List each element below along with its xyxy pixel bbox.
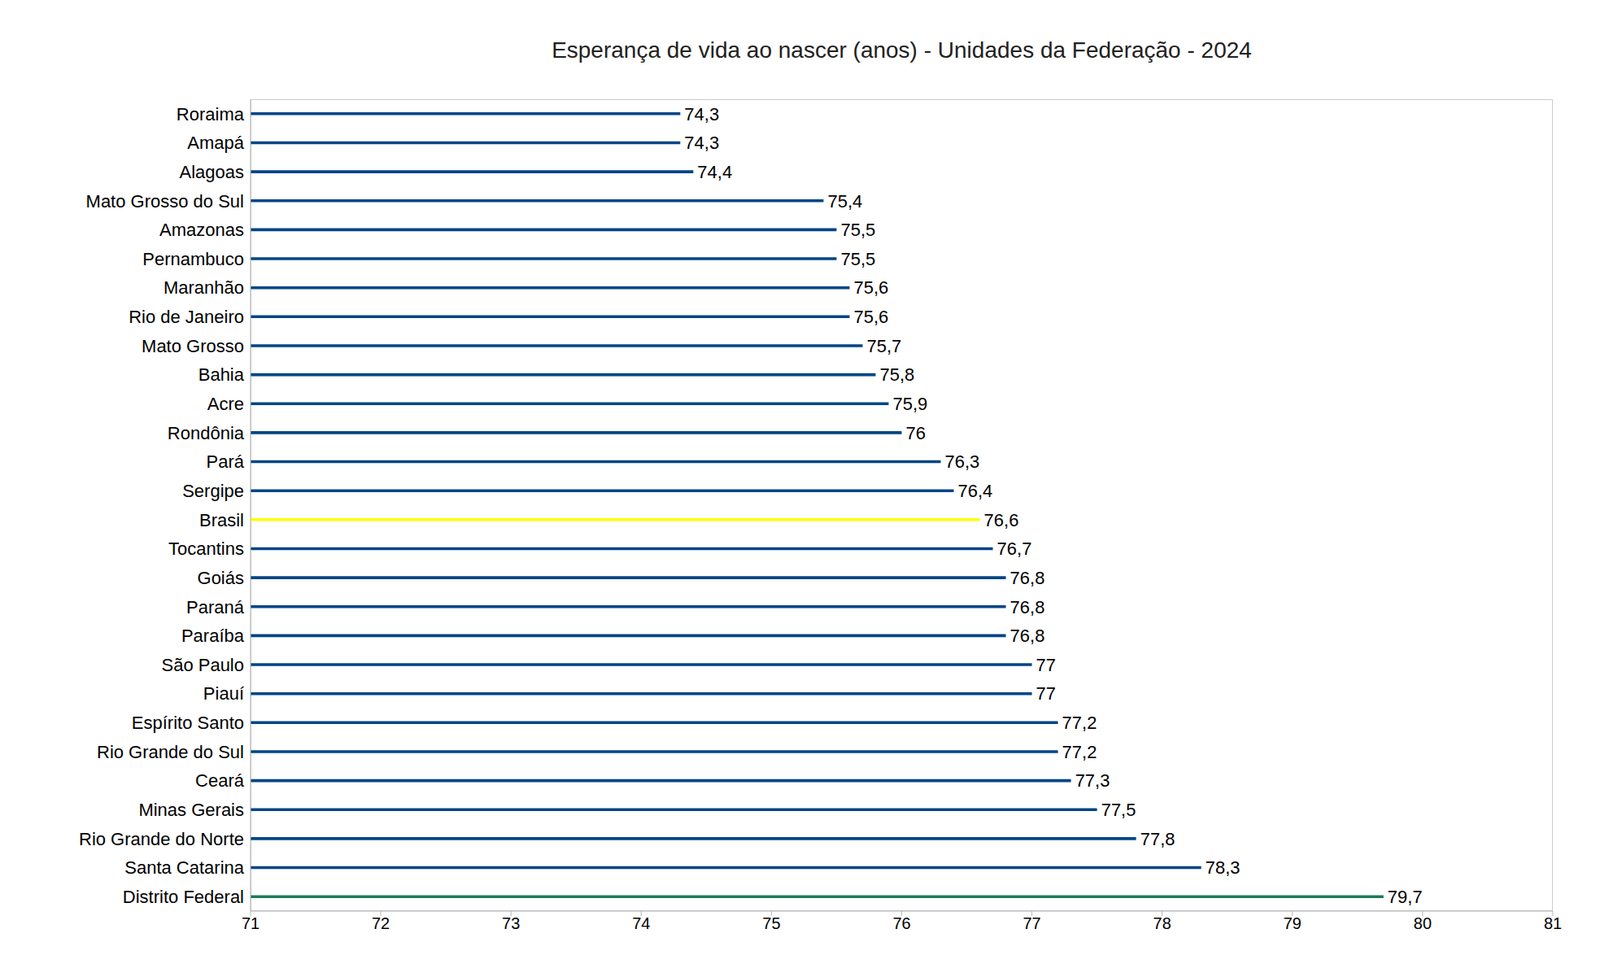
svg-text:73: 73	[501, 914, 520, 933]
svg-text:Paraná: Paraná	[186, 597, 245, 618]
svg-text:Acre: Acre	[207, 393, 245, 415]
svg-text:76: 76	[906, 422, 926, 444]
svg-text:75,5: 75,5	[840, 219, 876, 240]
svg-text:Rondônia: Rondônia	[167, 422, 245, 444]
svg-text:77: 77	[1036, 683, 1056, 704]
svg-text:76,3: 76,3	[945, 451, 981, 472]
svg-text:Amapá: Amapá	[187, 132, 245, 153]
svg-text:79,7: 79,7	[1387, 886, 1423, 907]
svg-text:72: 72	[371, 914, 390, 933]
svg-text:77,5: 77,5	[1101, 799, 1137, 820]
svg-text:Paraíba: Paraíba	[181, 625, 245, 646]
svg-text:74,3: 74,3	[684, 132, 720, 153]
svg-text:81: 81	[1543, 914, 1562, 933]
svg-text:77,3: 77,3	[1075, 770, 1111, 791]
svg-text:77: 77	[1036, 654, 1056, 676]
html-text:Esperança de vida ao nascer (a: Esperança de vida ao nascer (anos) - Uni…	[551, 37, 1252, 63]
svg-text:78: 78	[1153, 914, 1172, 933]
svg-text:74: 74	[632, 914, 650, 933]
svg-text:79: 79	[1283, 914, 1302, 933]
svg-text:76,8: 76,8	[1010, 567, 1046, 589]
svg-text:Tocantins: Tocantins	[168, 538, 245, 559]
svg-text:Santa Catarina: Santa Catarina	[124, 857, 245, 878]
svg-text:78,3: 78,3	[1205, 857, 1241, 878]
svg-text:77,8: 77,8	[1140, 828, 1176, 850]
svg-text:75,7: 75,7	[866, 335, 902, 357]
svg-text:Mato Grosso: Mato Grosso	[141, 335, 245, 357]
svg-text:Pará: Pará	[206, 451, 245, 472]
svg-text:Amazonas: Amazonas	[159, 219, 245, 240]
svg-text:Brasil: Brasil	[199, 510, 245, 531]
svg-text:Piauí: Piauí	[203, 683, 245, 704]
svg-text:Rio Grande do Sul: Rio Grande do Sul	[96, 741, 245, 763]
svg-text:75,6: 75,6	[853, 306, 889, 327]
svg-text:Goiás: Goiás	[197, 567, 245, 589]
svg-text:80: 80	[1413, 914, 1432, 933]
svg-text:74,4: 74,4	[697, 161, 733, 183]
svg-text:75,8: 75,8	[879, 364, 915, 385]
svg-text:76: 76	[892, 914, 911, 933]
svg-text:75,4: 75,4	[827, 191, 863, 212]
svg-text:Mato Grosso do Sul: Mato Grosso do Sul	[86, 191, 245, 212]
svg-text:76,7: 76,7	[997, 538, 1033, 559]
svg-text:76,8: 76,8	[1010, 625, 1046, 646]
svg-text:Rio Grande do Norte: Rio Grande do Norte	[78, 828, 245, 850]
svg-text:Minas Gerais: Minas Gerais	[138, 799, 245, 820]
svg-text:São Paulo: São Paulo	[161, 654, 245, 676]
svg-text:Distrito Federal: Distrito Federal	[122, 886, 245, 907]
svg-text:76,6: 76,6	[984, 510, 1020, 531]
svg-text:Espírito Santo: Espírito Santo	[131, 712, 245, 733]
svg-text:Pernambuco: Pernambuco	[142, 248, 245, 270]
svg-text:77,2: 77,2	[1062, 712, 1098, 733]
svg-text:Rio de Janeiro: Rio de Janeiro	[128, 306, 245, 327]
svg-text:Maranhão: Maranhão	[163, 277, 245, 298]
svg-text:76,4: 76,4	[958, 480, 994, 502]
svg-text:76,8: 76,8	[1010, 597, 1046, 618]
svg-text:74,3: 74,3	[684, 104, 720, 125]
svg-text:75,6: 75,6	[853, 277, 889, 298]
svg-text:75: 75	[762, 914, 781, 933]
svg-text:77,2: 77,2	[1062, 741, 1098, 763]
svg-text:Roraima: Roraima	[176, 104, 245, 125]
svg-text:75,5: 75,5	[840, 248, 876, 270]
svg-text:Bahia: Bahia	[198, 364, 245, 385]
svg-text:Sergipe: Sergipe	[182, 480, 245, 502]
svg-text:71: 71	[241, 914, 260, 933]
svg-text:77: 77	[1022, 914, 1041, 933]
svg-text:Ceará: Ceará	[195, 770, 245, 791]
svg-text:Alagoas: Alagoas	[178, 161, 245, 183]
svg-text:75,9: 75,9	[892, 393, 928, 415]
